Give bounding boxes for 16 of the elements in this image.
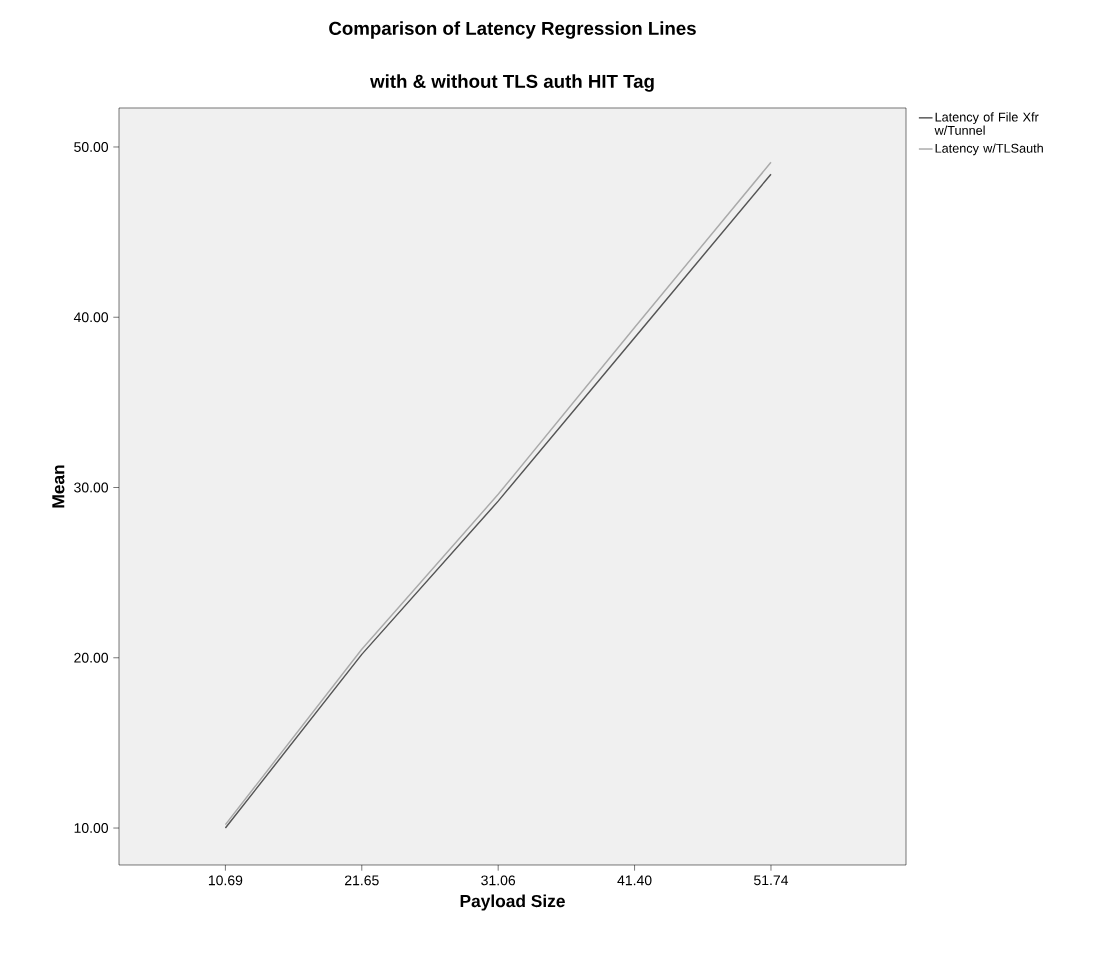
x-axis-title: Payload Size: [460, 894, 565, 911]
y-tick-label: 10.00: [74, 823, 109, 833]
chart-title: Comparison of Latency Regression Lines: [329, 21, 696, 39]
x-tick-label: 51.74: [754, 875, 789, 886]
y-tick-label: 30.00: [74, 482, 109, 493]
chart-subtitle: with & without TLS auth HIT Tag: [370, 74, 654, 92]
x-tick-label: 21.65: [344, 875, 379, 886]
x-tick-label: 31.06: [481, 875, 516, 886]
legend-label: Latency of File Xfr w/Tunnel: [934, 112, 1039, 135]
y-tick-label: 40.00: [73, 312, 109, 323]
y-tick-label: 50.00: [74, 142, 109, 152]
x-tick-label: 41.40: [617, 875, 652, 886]
x-tick-label: 10.69: [208, 875, 243, 886]
legend-label: Latency w/TLSauth: [935, 143, 1043, 156]
y-axis-title: Mean: [52, 465, 65, 508]
y-tick-label: 20.00: [74, 652, 109, 663]
